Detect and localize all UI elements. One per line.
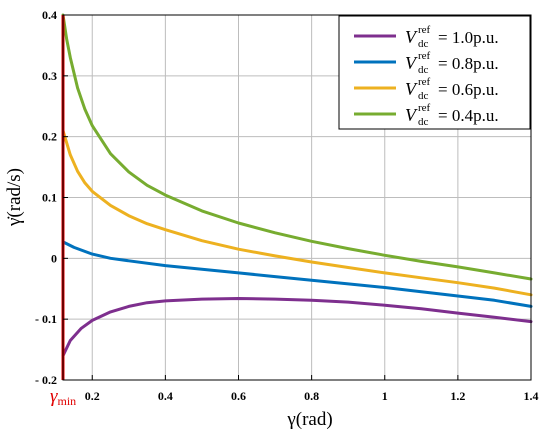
legend-eq: = 0.8p.u. <box>438 54 499 73</box>
legend-var: V <box>405 53 418 73</box>
y-tick-label: - 0.1 <box>35 312 57 326</box>
x-tick-label: 0.4 <box>158 389 173 403</box>
legend-var: V <box>405 105 418 125</box>
x-tick-label: 0.8 <box>304 389 319 403</box>
x-axis-ticks: 0.2 0.4 0.6 0.8 1 1.2 1.4 <box>85 375 539 403</box>
legend-eq: = 0.4p.u. <box>438 106 499 125</box>
legend-sub: dc <box>418 90 429 102</box>
gamma-min-symbol: γ <box>50 386 58 407</box>
gamma-min-subscript: min <box>58 394 77 408</box>
legend-sup: ref <box>418 50 431 62</box>
y-axis-title: γ̇(rad/s) <box>4 168 25 227</box>
legend-sup: ref <box>418 24 431 36</box>
x-axis-title: γ(rad) <box>286 409 332 430</box>
series-line-4 <box>61 13 533 281</box>
legend-sub: dc <box>418 64 429 76</box>
x-tick-label: 0.2 <box>85 389 100 403</box>
series-line-3 <box>61 129 533 297</box>
y-tick-label: - 0.2 <box>35 373 57 387</box>
legend-sup: ref <box>418 76 431 88</box>
y-tick-label: 0.4 <box>42 8 57 22</box>
y-tick-label: 0.1 <box>42 191 57 205</box>
x-tick-label: 0.6 <box>231 389 246 403</box>
gamma-min-label: γmin <box>50 386 76 408</box>
legend-box <box>338 15 531 130</box>
y-tick-label: 0.3 <box>42 69 57 83</box>
legend-var: V <box>405 79 418 99</box>
legend-sub: dc <box>418 116 429 128</box>
legend-eq: = 1.0p.u. <box>438 28 499 47</box>
legend-sub: dc <box>418 38 429 50</box>
legend-eq: = 0.6p.u. <box>438 80 499 99</box>
y-axis-ticks: - 0.2 - 0.1 0 0.1 0.2 0.3 0.4 <box>35 8 68 387</box>
x-tick-label: 1.2 <box>450 389 465 403</box>
series-layer <box>61 13 533 358</box>
legend-sup: ref <box>418 102 431 114</box>
y-tick-label: 0.2 <box>42 130 57 144</box>
series-line-1 <box>61 297 533 358</box>
x-tick-label: 1.4 <box>524 389 539 403</box>
x-tick-label: 1 <box>382 389 388 403</box>
legend-var: V <box>405 27 418 47</box>
series-line-2 <box>61 240 533 308</box>
y-tick-label: 0 <box>51 251 57 265</box>
